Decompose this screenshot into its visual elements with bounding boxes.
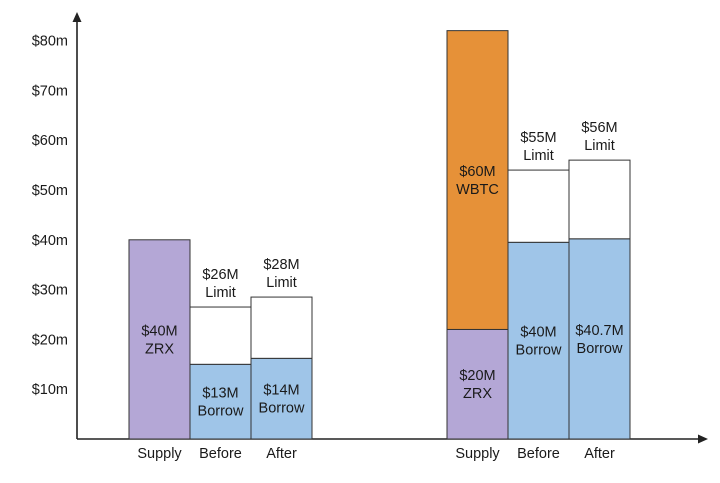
bar-segment: [568, 238, 631, 440]
y-tick-label: $60m: [32, 133, 68, 149]
bar-segment: [250, 296, 313, 359]
bar-limit-label-line: $28M: [263, 257, 299, 273]
x-category-label: Before: [517, 446, 560, 462]
y-tick-label: $70m: [32, 83, 68, 99]
bar-limit-label-line: $26M: [202, 267, 238, 283]
bar-segment-label-line: $20M: [459, 368, 495, 384]
x-category-label: Supply: [137, 446, 182, 462]
x-category-label: Before: [199, 446, 242, 462]
bar-segment-label-line: $60M: [459, 164, 495, 180]
bar-segment-label-line: $14M: [263, 383, 299, 399]
y-tick-label: $50m: [32, 183, 68, 199]
y-tick-label: $20m: [32, 332, 68, 348]
x-category-label: Supply: [455, 446, 500, 462]
bar-segment-label-line: $40M: [141, 323, 177, 339]
y-tick-label: $80m: [32, 34, 68, 50]
y-tick-label: $30m: [32, 283, 68, 299]
bar-segment: [446, 30, 509, 330]
bar-limit-label: $26M Limit: [202, 267, 238, 301]
bar-segment-label: $40.7M Borrow: [575, 323, 623, 357]
bar-segment: [507, 169, 570, 243]
bar-segment-label-line: ZRX: [145, 341, 174, 357]
bar-segment-label-line: ZRX: [463, 386, 492, 402]
bar-segment-label: $40M ZRX: [141, 323, 177, 357]
bar-segment-label-line: WBTC: [456, 182, 499, 198]
bar-segment-label: $13M Borrow: [198, 386, 244, 420]
y-axis-arrow-icon: [72, 12, 82, 22]
bar-limit-label-line: Limit: [584, 138, 615, 154]
bar-segment-label-line: Borrow: [577, 341, 623, 357]
bar-segment-label: $40M Borrow: [516, 325, 562, 359]
bar-segment: [507, 241, 570, 440]
bar-segment: [128, 239, 191, 440]
x-category-label: After: [584, 446, 615, 462]
bar-segment-label-line: Borrow: [198, 404, 244, 420]
x-axis-arrow-icon: [698, 434, 708, 444]
bar-segment-label-line: $40M: [520, 325, 556, 341]
y-tick-label: $10m: [32, 382, 68, 398]
bar-segment-label-line: Borrow: [259, 401, 305, 417]
bar-segment-label-line: $40.7M: [575, 323, 623, 339]
bar-limit-label-line: Limit: [205, 285, 236, 301]
bar-segment: [568, 159, 631, 240]
bar-segment-label-line: $13M: [202, 386, 238, 402]
bar-limit-label: $55M Limit: [520, 130, 556, 164]
bar-segment-label-line: Borrow: [516, 343, 562, 359]
bar-segment-label: $20M ZRX: [459, 368, 495, 402]
bar-limit-label: $28M Limit: [263, 257, 299, 291]
bar-limit-label: $56M Limit: [581, 120, 617, 154]
bar-segment-label: $60M WBTC: [456, 164, 499, 198]
bar-segment: [250, 357, 313, 440]
y-tick-label: $40m: [32, 233, 68, 249]
bar-segment-label: $14M Borrow: [259, 383, 305, 417]
bar-limit-label-line: Limit: [266, 275, 297, 291]
bar-limit-label-line: $55M: [520, 130, 556, 146]
x-category-label: After: [266, 446, 297, 462]
bar-limit-label-line: Limit: [523, 148, 554, 164]
bar-limit-label-line: $56M: [581, 120, 617, 136]
bar-segment: [189, 306, 252, 365]
